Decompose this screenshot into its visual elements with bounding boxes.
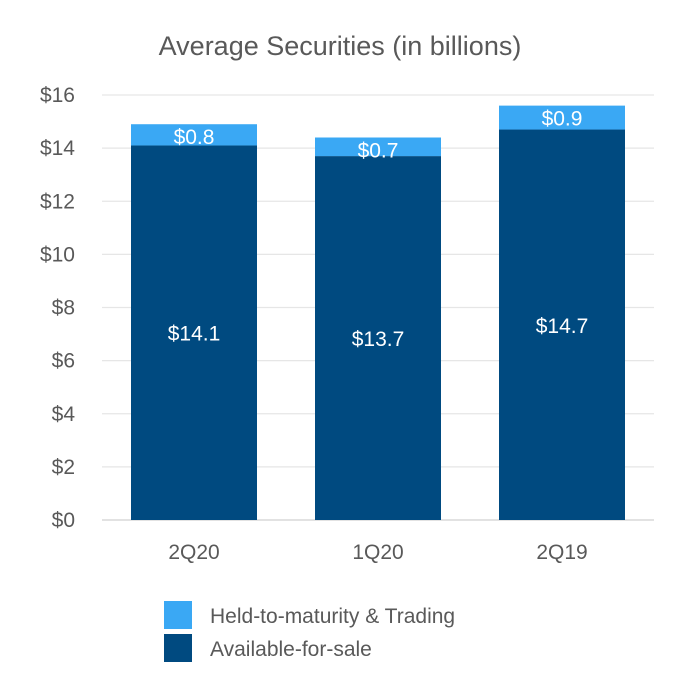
x-axis-ticks: 2Q20 1Q20 2Q19 [168, 541, 587, 564]
legend-swatch [164, 601, 192, 629]
data-label: $0.7 [358, 140, 399, 163]
legend-swatch [164, 634, 192, 662]
legend-label: Available-for-sale [210, 638, 372, 661]
bar-held-to-maturity [131, 124, 257, 146]
y-tick-label: $8 [52, 297, 75, 320]
x-tick-label: 2Q20 [168, 541, 219, 564]
bar-available-for-sale [131, 145, 257, 520]
bar-available-for-sale [499, 129, 625, 520]
y-axis-ticks: $0 $2 $4 $6 $8 $10 $12 $14 $16 [40, 84, 75, 532]
y-tick-label: $10 [40, 243, 75, 266]
y-tick-label: $16 [40, 84, 75, 107]
x-tick-label: 2Q19 [536, 541, 587, 564]
data-labels: $14.1 $0.8 $13.7 $0.7 $14.7 $0.9 [168, 108, 589, 351]
y-tick-label: $6 [52, 350, 75, 373]
legend: Held-to-maturity & Trading Available-for-… [164, 601, 455, 662]
y-tick-label: $14 [40, 137, 75, 160]
legend-label: Held-to-maturity & Trading [210, 605, 455, 628]
data-label: $0.8 [174, 126, 215, 149]
bar-held-to-maturity [499, 105, 625, 130]
bars [131, 105, 625, 520]
x-tick-label: 1Q20 [352, 541, 403, 564]
chart-title: Average Securities (in billions) [159, 31, 522, 61]
data-label: $14.7 [536, 315, 589, 338]
data-label: $13.7 [352, 328, 405, 351]
y-tick-label: $2 [52, 456, 75, 479]
bar-available-for-sale [315, 156, 441, 520]
bar-held-to-maturity [315, 137, 441, 157]
y-tick-label: $12 [40, 190, 75, 213]
y-tick-label: $0 [52, 509, 75, 532]
data-label: $0.9 [542, 108, 583, 131]
y-tick-label: $4 [52, 403, 76, 426]
data-label: $14.1 [168, 323, 221, 346]
